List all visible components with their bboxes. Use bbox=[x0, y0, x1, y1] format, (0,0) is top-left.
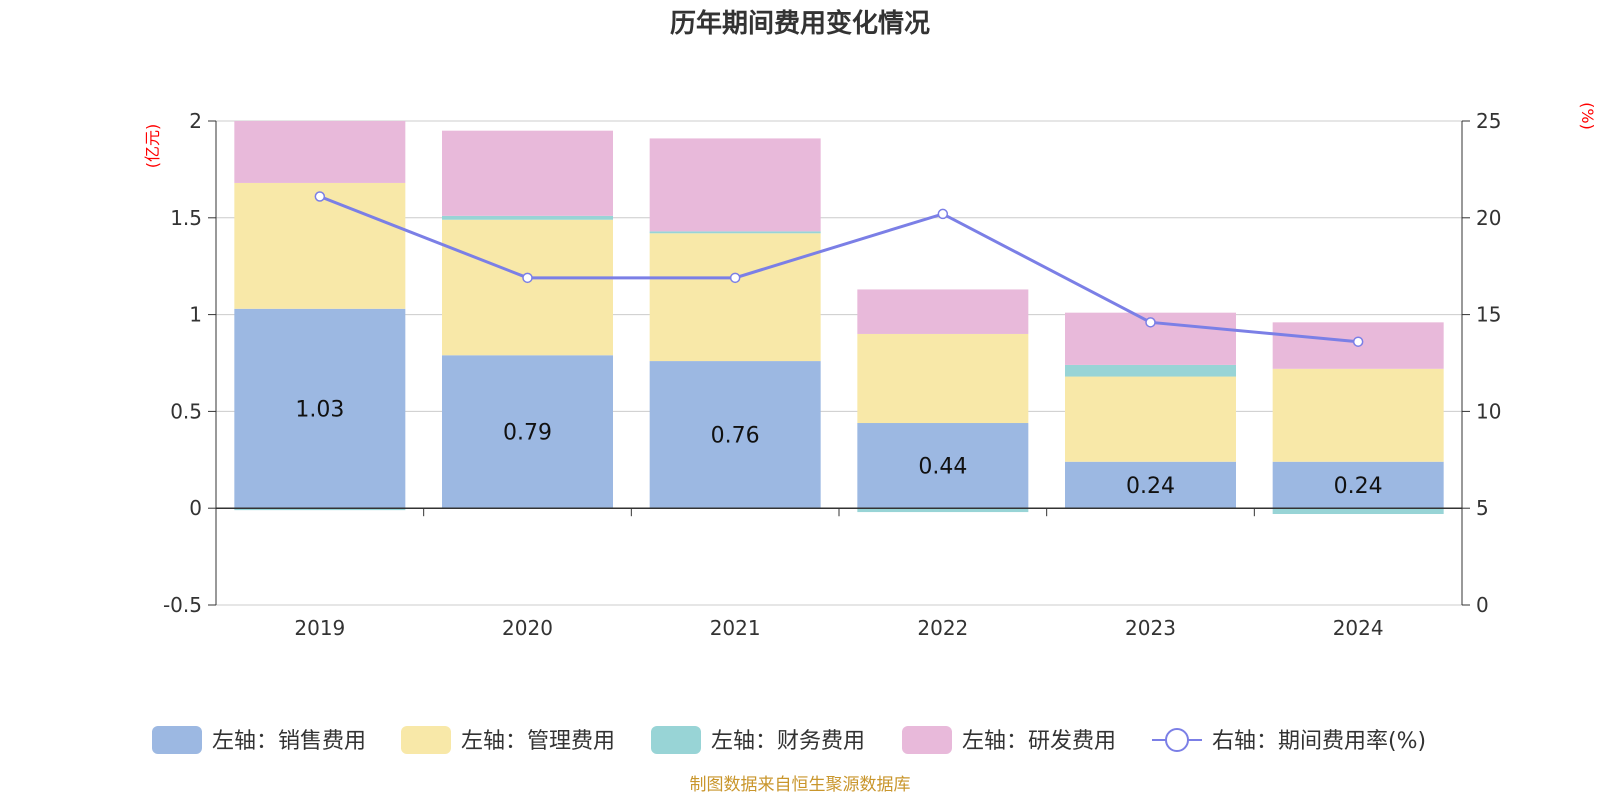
legend-item[interactable]: 左轴：财务费用 bbox=[651, 726, 865, 754]
bar-segment bbox=[442, 130, 613, 216]
bar-segment bbox=[857, 423, 1029, 509]
bar-segment bbox=[857, 289, 1029, 334]
bar-segment bbox=[1065, 376, 1236, 462]
legend-swatch bbox=[152, 726, 202, 754]
bar-segment bbox=[649, 361, 821, 509]
bar-segment bbox=[234, 182, 406, 309]
bar-segment bbox=[234, 508, 406, 511]
legend-swatch bbox=[651, 726, 701, 754]
left-axis-unit: (亿元) bbox=[143, 124, 162, 169]
x-axis-ticks: 2019 2020 2021 2022 2023 2024 bbox=[215, 508, 1463, 640]
bar-data-label: 0.44 bbox=[918, 455, 967, 480]
legend-label: 左轴：销售费用 bbox=[212, 729, 366, 754]
right-tick-label: 0 bbox=[1476, 593, 1489, 617]
left-axis-ticks: -0.5 0 0.5 1 1.5 2 bbox=[163, 109, 216, 617]
x-tick-label: 2023 bbox=[1125, 616, 1176, 640]
left-tick-label: 0 bbox=[189, 496, 202, 520]
bars bbox=[234, 121, 1444, 515]
legend-marker bbox=[1165, 728, 1189, 752]
legend-label: 左轴：管理费用 bbox=[461, 729, 615, 754]
chart-title: 历年期间费用变化情况 bbox=[670, 8, 930, 39]
right-tick-label: 5 bbox=[1476, 496, 1489, 520]
legend-item[interactable]: 右轴：期间费用率(%) bbox=[1152, 728, 1426, 754]
rate-point bbox=[1145, 317, 1156, 328]
rate-point bbox=[937, 208, 949, 220]
right-axis-ticks: 0 5 10 15 20 25 bbox=[1462, 109, 1501, 617]
left-tick-label: -0.5 bbox=[163, 593, 202, 617]
bar-segment bbox=[1065, 461, 1236, 509]
bar-segment bbox=[1065, 364, 1236, 377]
legend-swatch bbox=[401, 726, 451, 754]
bar-segment bbox=[234, 308, 406, 509]
x-tick-label: 2019 bbox=[294, 616, 345, 640]
bar-segment bbox=[649, 231, 821, 234]
x-tick-label: 2022 bbox=[917, 616, 968, 640]
bar-segment bbox=[442, 355, 613, 509]
left-tick-label: 2 bbox=[189, 109, 202, 133]
x-tick-label: 2020 bbox=[502, 616, 553, 640]
legend-swatch bbox=[902, 726, 952, 754]
legend-item[interactable]: 左轴：研发费用 bbox=[902, 726, 1116, 754]
bar-segment bbox=[649, 233, 821, 362]
bar-segment bbox=[857, 508, 1029, 513]
legend-item[interactable]: 左轴：管理费用 bbox=[401, 726, 615, 754]
bar-segment bbox=[1272, 508, 1444, 515]
legend[interactable]: 左轴：销售费用 左轴：管理费用 左轴：财务费用 左轴：研发费用 右轴：期间费用率(%) bbox=[152, 726, 1426, 754]
right-tick-label: 25 bbox=[1476, 109, 1501, 133]
rate-line bbox=[314, 191, 1364, 347]
bar-data-label: 0.24 bbox=[1126, 474, 1175, 499]
right-tick-label: 10 bbox=[1476, 399, 1501, 423]
left-tick-label: 1.5 bbox=[170, 206, 202, 230]
bar-segment bbox=[442, 215, 613, 220]
bar-data-label: 0.79 bbox=[503, 421, 552, 446]
source-note: 制图数据来自恒生聚源数据库 bbox=[690, 775, 911, 795]
bar-data-label: 1.03 bbox=[295, 397, 344, 422]
rate-point bbox=[522, 272, 533, 284]
rate-point bbox=[729, 272, 741, 284]
rate-line-path bbox=[319, 195, 1359, 344]
bar-segment bbox=[857, 333, 1029, 424]
right-tick-label: 15 bbox=[1476, 303, 1501, 327]
bar-segment bbox=[1272, 461, 1444, 509]
rate-point bbox=[1352, 336, 1364, 347]
legend-label: 左轴：研发费用 bbox=[962, 729, 1116, 754]
x-tick-label: 2024 bbox=[1333, 616, 1384, 640]
bar-segment bbox=[442, 219, 613, 356]
x-tick-label: 2021 bbox=[710, 616, 761, 640]
bar-segment bbox=[234, 121, 406, 183]
bar-data-label: 0.76 bbox=[711, 424, 760, 449]
right-tick-label: 20 bbox=[1476, 206, 1501, 230]
rate-point bbox=[314, 191, 326, 202]
bar-segment bbox=[1272, 368, 1444, 462]
right-axis-unit: (%) bbox=[1578, 102, 1597, 130]
bar-data-label: 0.24 bbox=[1334, 474, 1383, 499]
bar-segment bbox=[649, 138, 821, 232]
legend-item[interactable]: 左轴：销售费用 bbox=[152, 726, 366, 754]
legend-label: 左轴：财务费用 bbox=[711, 729, 865, 754]
legend-label: 右轴：期间费用率(%) bbox=[1212, 729, 1426, 754]
left-tick-label: 1 bbox=[189, 303, 202, 327]
data-labels: 1.03 0.79 0.76 0.44 0.24 0.24 bbox=[295, 397, 1382, 498]
left-tick-label: 0.5 bbox=[170, 399, 202, 423]
